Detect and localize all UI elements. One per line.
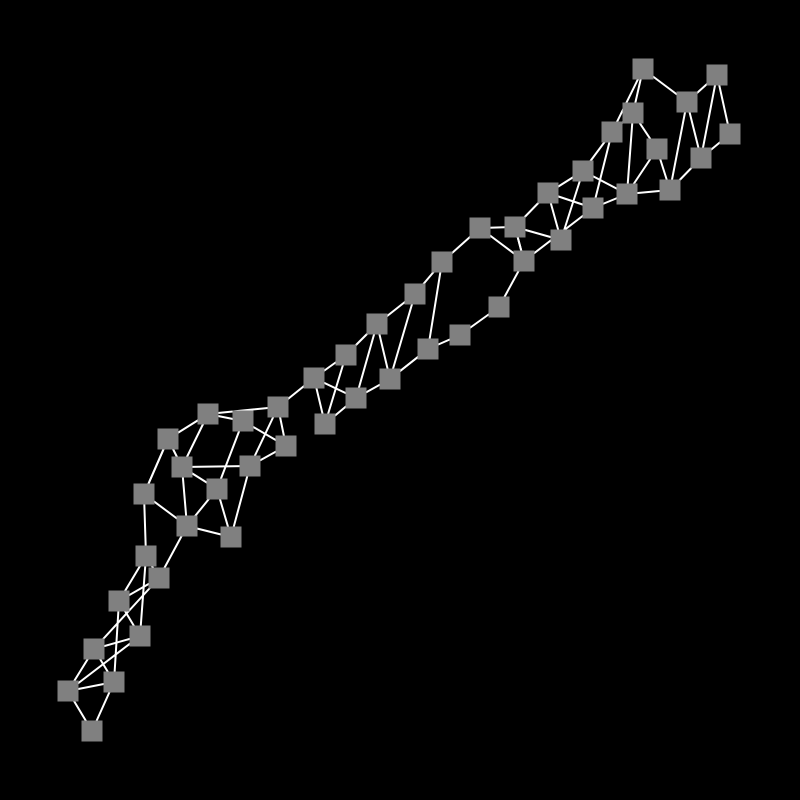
graph-edge (389, 293, 416, 380)
edges-layer (67, 68, 731, 732)
graph-node (404, 283, 426, 305)
graph-node (81, 720, 103, 742)
graph-node (232, 410, 254, 432)
graph-node (513, 250, 535, 272)
graph-node (676, 91, 698, 113)
graph-node (275, 435, 297, 457)
graph-node (646, 138, 668, 160)
graph-edge (181, 465, 251, 468)
graph-edge (67, 635, 141, 692)
graph-node (379, 368, 401, 390)
graph-node (157, 428, 179, 450)
graph-node (690, 147, 712, 169)
graph-edge (324, 354, 347, 425)
graph-node (537, 182, 559, 204)
graph-edge (626, 112, 634, 195)
graph-node (108, 590, 130, 612)
graph-node (582, 197, 604, 219)
graph-node (197, 403, 219, 425)
graph-node (449, 324, 471, 346)
graph-edge (355, 323, 378, 399)
nodes-layer (57, 58, 741, 742)
graph-node (622, 102, 644, 124)
graph-node (303, 367, 325, 389)
graph-node (171, 456, 193, 478)
graph-node (659, 179, 681, 201)
graph-node (220, 526, 242, 548)
graph-node (417, 338, 439, 360)
graph-node (504, 216, 526, 238)
graph-node (335, 344, 357, 366)
graph-edge (560, 170, 584, 241)
graph-node (572, 160, 594, 182)
graph-edge (113, 600, 120, 683)
graph-node (488, 296, 510, 318)
graph-node (616, 183, 638, 205)
graph-node (239, 455, 261, 477)
graph-node (103, 671, 125, 693)
graph-edge (216, 420, 244, 490)
graph-node (601, 121, 623, 143)
graph-edge (592, 131, 613, 209)
graph-node (135, 545, 157, 567)
graph-node (632, 58, 654, 80)
graph-node (83, 638, 105, 660)
graph-node (267, 396, 289, 418)
graph-node (366, 313, 388, 335)
graph-node (431, 251, 453, 273)
graph-edge (700, 74, 718, 159)
graph-node (314, 413, 336, 435)
graph-node (469, 217, 491, 239)
graph-node (129, 625, 151, 647)
graph-node (148, 567, 170, 589)
graph-edge (230, 465, 251, 538)
graph-node (706, 64, 728, 86)
graph-node (57, 680, 79, 702)
graph-node (345, 387, 367, 409)
graph-edge (427, 261, 443, 350)
graph-node (719, 123, 741, 145)
graph-edge (669, 101, 688, 191)
graph-node (206, 478, 228, 500)
graph-node (176, 515, 198, 537)
graph-node (133, 483, 155, 505)
graph-node (550, 229, 572, 251)
